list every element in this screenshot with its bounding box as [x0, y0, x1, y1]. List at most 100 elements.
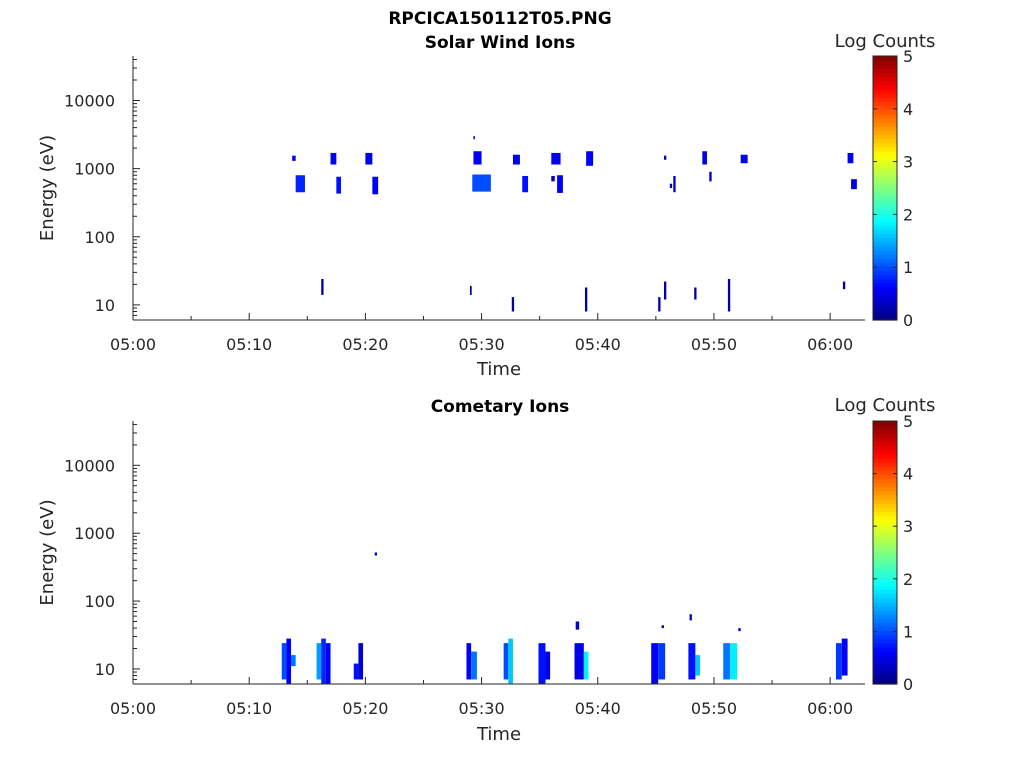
x-tick-label: 05:30: [459, 335, 505, 354]
colorbar-segment: [873, 647, 897, 652]
data-cell: [841, 638, 848, 676]
colorbar-segment: [873, 548, 897, 554]
colorbar-segment: [873, 159, 897, 164]
y-axis-label: Energy (eV): [37, 499, 58, 605]
colorbar-segment: [873, 499, 897, 504]
colorbar-segment: [873, 568, 897, 574]
colorbar-segment: [873, 601, 897, 607]
colorbar-segment: [873, 101, 897, 107]
colorbar-segment: [873, 544, 897, 549]
x-axis-label: Time: [476, 359, 521, 380]
colorbar-segment: [873, 626, 897, 632]
data-cell: [321, 278, 324, 295]
x-tick-label: 05:10: [226, 335, 272, 354]
colorbar-segment: [873, 291, 897, 296]
colorbar-tick-label: 3: [903, 153, 913, 172]
data-cell: [709, 171, 712, 182]
colorbar-segment: [873, 192, 897, 197]
colorbar-segment: [873, 482, 897, 488]
data-cell: [469, 285, 472, 295]
colorbar-segment: [873, 155, 897, 160]
colorbar-segment: [873, 655, 897, 660]
data-cell: [583, 651, 589, 680]
colorbar-segment: [873, 237, 897, 243]
data-cell: [688, 643, 696, 680]
colorbar-segment: [873, 68, 897, 74]
colorbar-segment: [873, 270, 897, 276]
data-cell: [689, 614, 692, 621]
colorbar-tick-label: 3: [903, 517, 913, 536]
data-cell: [727, 278, 731, 312]
data-cell: [466, 643, 472, 680]
colorbar-tick-label: 4: [903, 465, 913, 484]
colorbar-segment: [873, 429, 897, 434]
colorbar-segment: [873, 441, 897, 447]
colorbar-segment: [873, 126, 897, 131]
colorbar-segment: [873, 262, 897, 267]
colorbar-segment: [873, 282, 897, 288]
colorbar-segment: [873, 295, 897, 300]
colorbar-segment: [873, 183, 897, 189]
colorbar-segment: [873, 64, 897, 69]
data-cell: [330, 152, 337, 165]
data-cell: [673, 175, 676, 193]
colorbar-segment: [873, 89, 897, 94]
colorbar-segment: [873, 84, 897, 90]
colorbar-segment: [873, 556, 897, 562]
data-cell: [584, 287, 588, 312]
x-tick-label: 05:10: [226, 699, 272, 718]
colorbar-segment: [873, 307, 897, 313]
colorbar-segment: [873, 105, 897, 111]
colorbar-segment: [873, 266, 897, 272]
colorbar-segment: [873, 511, 897, 517]
colorbar-segment: [873, 564, 897, 570]
x-axis-label: Time: [476, 724, 521, 745]
data-cell: [472, 174, 491, 192]
colorbar-segment: [873, 466, 897, 471]
colorbar-segment: [873, 93, 897, 98]
colorbar-segment: [873, 581, 897, 586]
data-cell: [336, 176, 341, 194]
colorbar-tick-label: 1: [903, 258, 913, 277]
colorbar-tick-label: 5: [903, 412, 913, 431]
colorbar-segment: [873, 258, 897, 263]
colorbar-segment: [873, 507, 897, 513]
data-cell: [508, 638, 513, 684]
colorbar-segment: [873, 573, 897, 578]
colorbar-segment: [873, 651, 897, 656]
colorbar-segment: [873, 146, 897, 152]
y-axis-label: Energy (eV): [37, 135, 58, 241]
colorbar-tick-label: 2: [903, 570, 913, 589]
colorbar-segment: [873, 605, 897, 611]
colorbar-segment: [873, 425, 897, 430]
colorbar-segment: [873, 536, 897, 541]
colorbar-segment: [873, 287, 897, 292]
data-cell: [372, 176, 379, 195]
data-cell: [557, 175, 563, 193]
colorbar-segment: [873, 515, 897, 521]
colorbar-segment: [873, 229, 897, 234]
colorbar-segment: [873, 122, 897, 127]
colorbar-frame: [872, 55, 898, 321]
x-tick-label: 05:20: [342, 699, 388, 718]
colorbar-segment: [873, 478, 897, 484]
data-cell: [651, 643, 659, 684]
colorbar-segment: [873, 531, 897, 537]
data-cell: [738, 628, 741, 632]
data-cell: [658, 643, 666, 680]
data-cell: [835, 643, 842, 680]
y-tick-label: 100: [84, 228, 115, 247]
colorbar-segment: [873, 679, 897, 685]
data-cell: [538, 643, 546, 684]
data-cell: [847, 152, 854, 164]
data-cell: [295, 175, 305, 193]
data-cell: [325, 643, 331, 684]
y-tick-label: 10: [95, 660, 115, 679]
x-tick-label: 05:00: [110, 699, 156, 718]
colorbar-segment: [873, 134, 897, 140]
colorbar-segment: [873, 56, 897, 61]
colorbar-segment: [873, 299, 897, 305]
colorbar-segment: [873, 618, 897, 623]
data-cell: [365, 152, 373, 165]
